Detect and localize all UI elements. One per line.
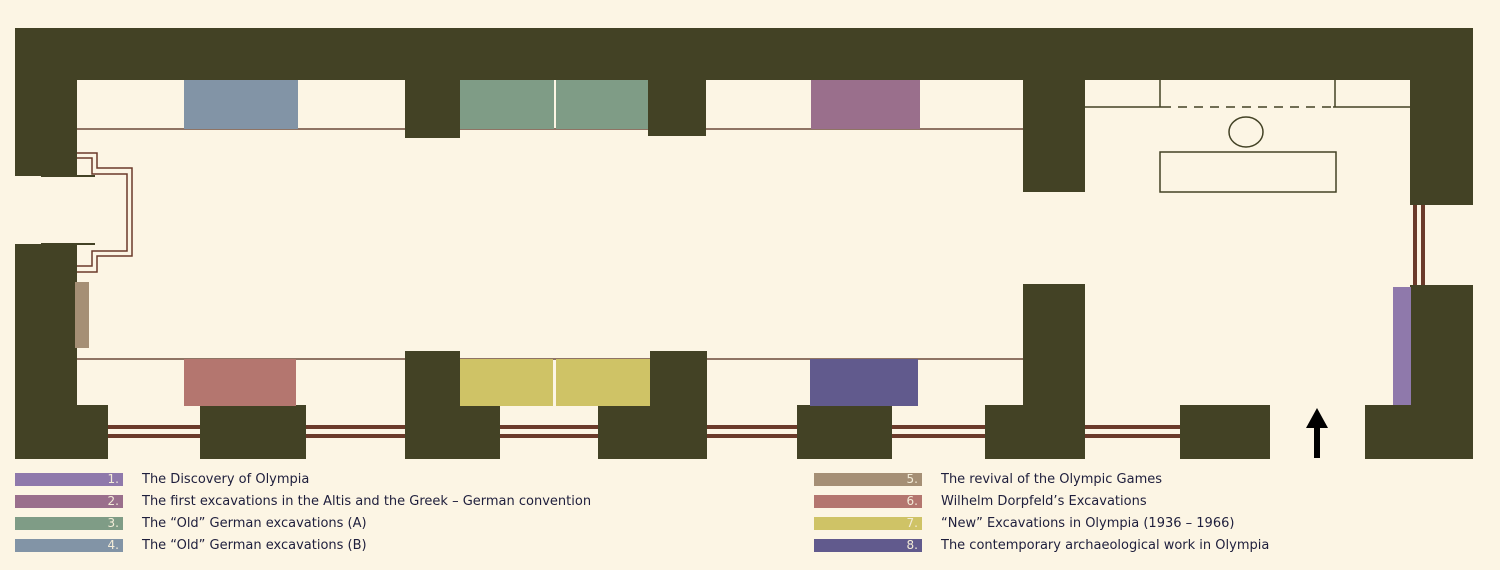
wall-bottom-seg-2 xyxy=(200,405,306,459)
window-3 xyxy=(500,425,598,429)
wall-bottom-seg-1 xyxy=(15,405,108,459)
legend-item-4: 4. The “Old” German excavations (B) xyxy=(15,536,367,554)
window-6 xyxy=(1085,425,1180,429)
window-5 xyxy=(892,425,985,429)
windows xyxy=(108,205,1425,438)
legend-item-5: 5. The revival of the Olympic Games xyxy=(814,470,1162,488)
legend-swatch-5: 5. xyxy=(814,472,922,486)
zone-8-contemporary-work xyxy=(810,359,918,406)
legend-item-3: 3. The “Old” German excavations (A) xyxy=(15,514,367,532)
zone-2-first-excavations xyxy=(811,80,920,129)
wall-bottom-seg-6 xyxy=(985,405,1085,459)
legend-label-7: “New” Excavations in Olympia (1936 – 196… xyxy=(941,515,1235,531)
legend-item-2: 2. The first excavations in the Altis an… xyxy=(15,492,591,510)
legend-number-3: 3. xyxy=(107,516,119,530)
pillar-bottom-1 xyxy=(405,351,460,406)
legend-swatch-3: 3. xyxy=(15,516,123,530)
legend-number-7: 7. xyxy=(906,516,918,530)
window-right-b xyxy=(1421,205,1425,285)
window-4b xyxy=(707,434,797,438)
wall-left-upper xyxy=(15,28,77,176)
wall-bottom-seg-8 xyxy=(1365,405,1473,459)
window-2b xyxy=(306,434,405,438)
window-2 xyxy=(306,425,405,429)
legend-number-1: 1. xyxy=(107,472,119,486)
pillar-bottom-2 xyxy=(650,351,707,406)
floor xyxy=(75,80,1410,405)
legend-number-2: 2. xyxy=(107,494,119,508)
museum-floor-plan xyxy=(15,28,1473,459)
window-5b xyxy=(892,434,985,438)
legend-swatch-1: 1. xyxy=(15,472,123,486)
window-6b xyxy=(1085,434,1180,438)
zone-3-old-german-a-2 xyxy=(556,80,648,129)
legend-label-6: Wilhelm Dorpfeld’s Excavations xyxy=(941,493,1147,509)
legend-swatch-6: 6. xyxy=(814,494,922,508)
legend-swatch-8: 8. xyxy=(814,538,922,552)
legend-swatch-4: 4. xyxy=(15,538,123,552)
legend-number-6: 6. xyxy=(906,494,918,508)
zone-6-dorpfeld xyxy=(184,359,296,406)
legend-label-8: The contemporary archaeological work in … xyxy=(941,537,1270,553)
zone-5-olympic-revival xyxy=(75,282,89,348)
zone-4-old-german-b xyxy=(184,80,298,129)
partition-upper xyxy=(1023,80,1085,192)
window-right xyxy=(1413,205,1417,285)
display-round xyxy=(1228,116,1264,148)
window-4 xyxy=(707,425,797,429)
zone-7-new-excavations-2 xyxy=(556,359,650,406)
window-1b xyxy=(108,434,200,438)
legend-label-4: The “Old” German excavations (B) xyxy=(142,537,367,553)
legend-swatch-2: 2. xyxy=(15,494,123,508)
arrow-up-icon xyxy=(1306,408,1328,458)
pillar-top-2 xyxy=(648,80,706,136)
legend-number-4: 4. xyxy=(107,538,119,552)
legend-label-1: The Discovery of Olympia xyxy=(142,471,310,487)
window-1 xyxy=(108,425,200,429)
zone-3-old-german-a-1 xyxy=(460,80,554,129)
legend-number-8: 8. xyxy=(906,538,918,552)
zone-1-discovery xyxy=(1393,287,1411,405)
left-niche xyxy=(41,152,133,273)
legend-item-8: 8. The contemporary archaeological work … xyxy=(814,536,1269,554)
window-3b xyxy=(500,434,598,438)
legend-label-3: The “Old” German excavations (A) xyxy=(142,515,367,531)
wall-bottom-seg-5 xyxy=(797,405,892,459)
walls xyxy=(15,28,1473,459)
wall-bottom-seg-7 xyxy=(1180,405,1270,459)
legend-label-2: The first excavations in the Altis and t… xyxy=(142,493,592,509)
legend-number-5: 5. xyxy=(906,472,918,486)
wall-bottom-seg-3 xyxy=(405,405,500,459)
legend-item-1: 1. The Discovery of Olympia xyxy=(15,470,309,488)
legend-item-6: 6. Wilhelm Dorpfeld’s Excavations xyxy=(814,492,1147,510)
display-table xyxy=(1159,151,1337,193)
right-room xyxy=(1085,80,1410,193)
legend-label-5: The revival of the Olympic Games xyxy=(941,471,1163,487)
wall-bottom-seg-4 xyxy=(598,405,707,459)
zone-7-new-excavations-1 xyxy=(460,359,553,406)
legend-swatch-7: 7. xyxy=(814,516,922,530)
wall-right-upper xyxy=(1410,28,1473,205)
legend-item-7: 7. “New” Excavations in Olympia (1936 – … xyxy=(814,514,1234,532)
wall-top xyxy=(15,28,1473,80)
pillar-top-1 xyxy=(405,80,460,138)
